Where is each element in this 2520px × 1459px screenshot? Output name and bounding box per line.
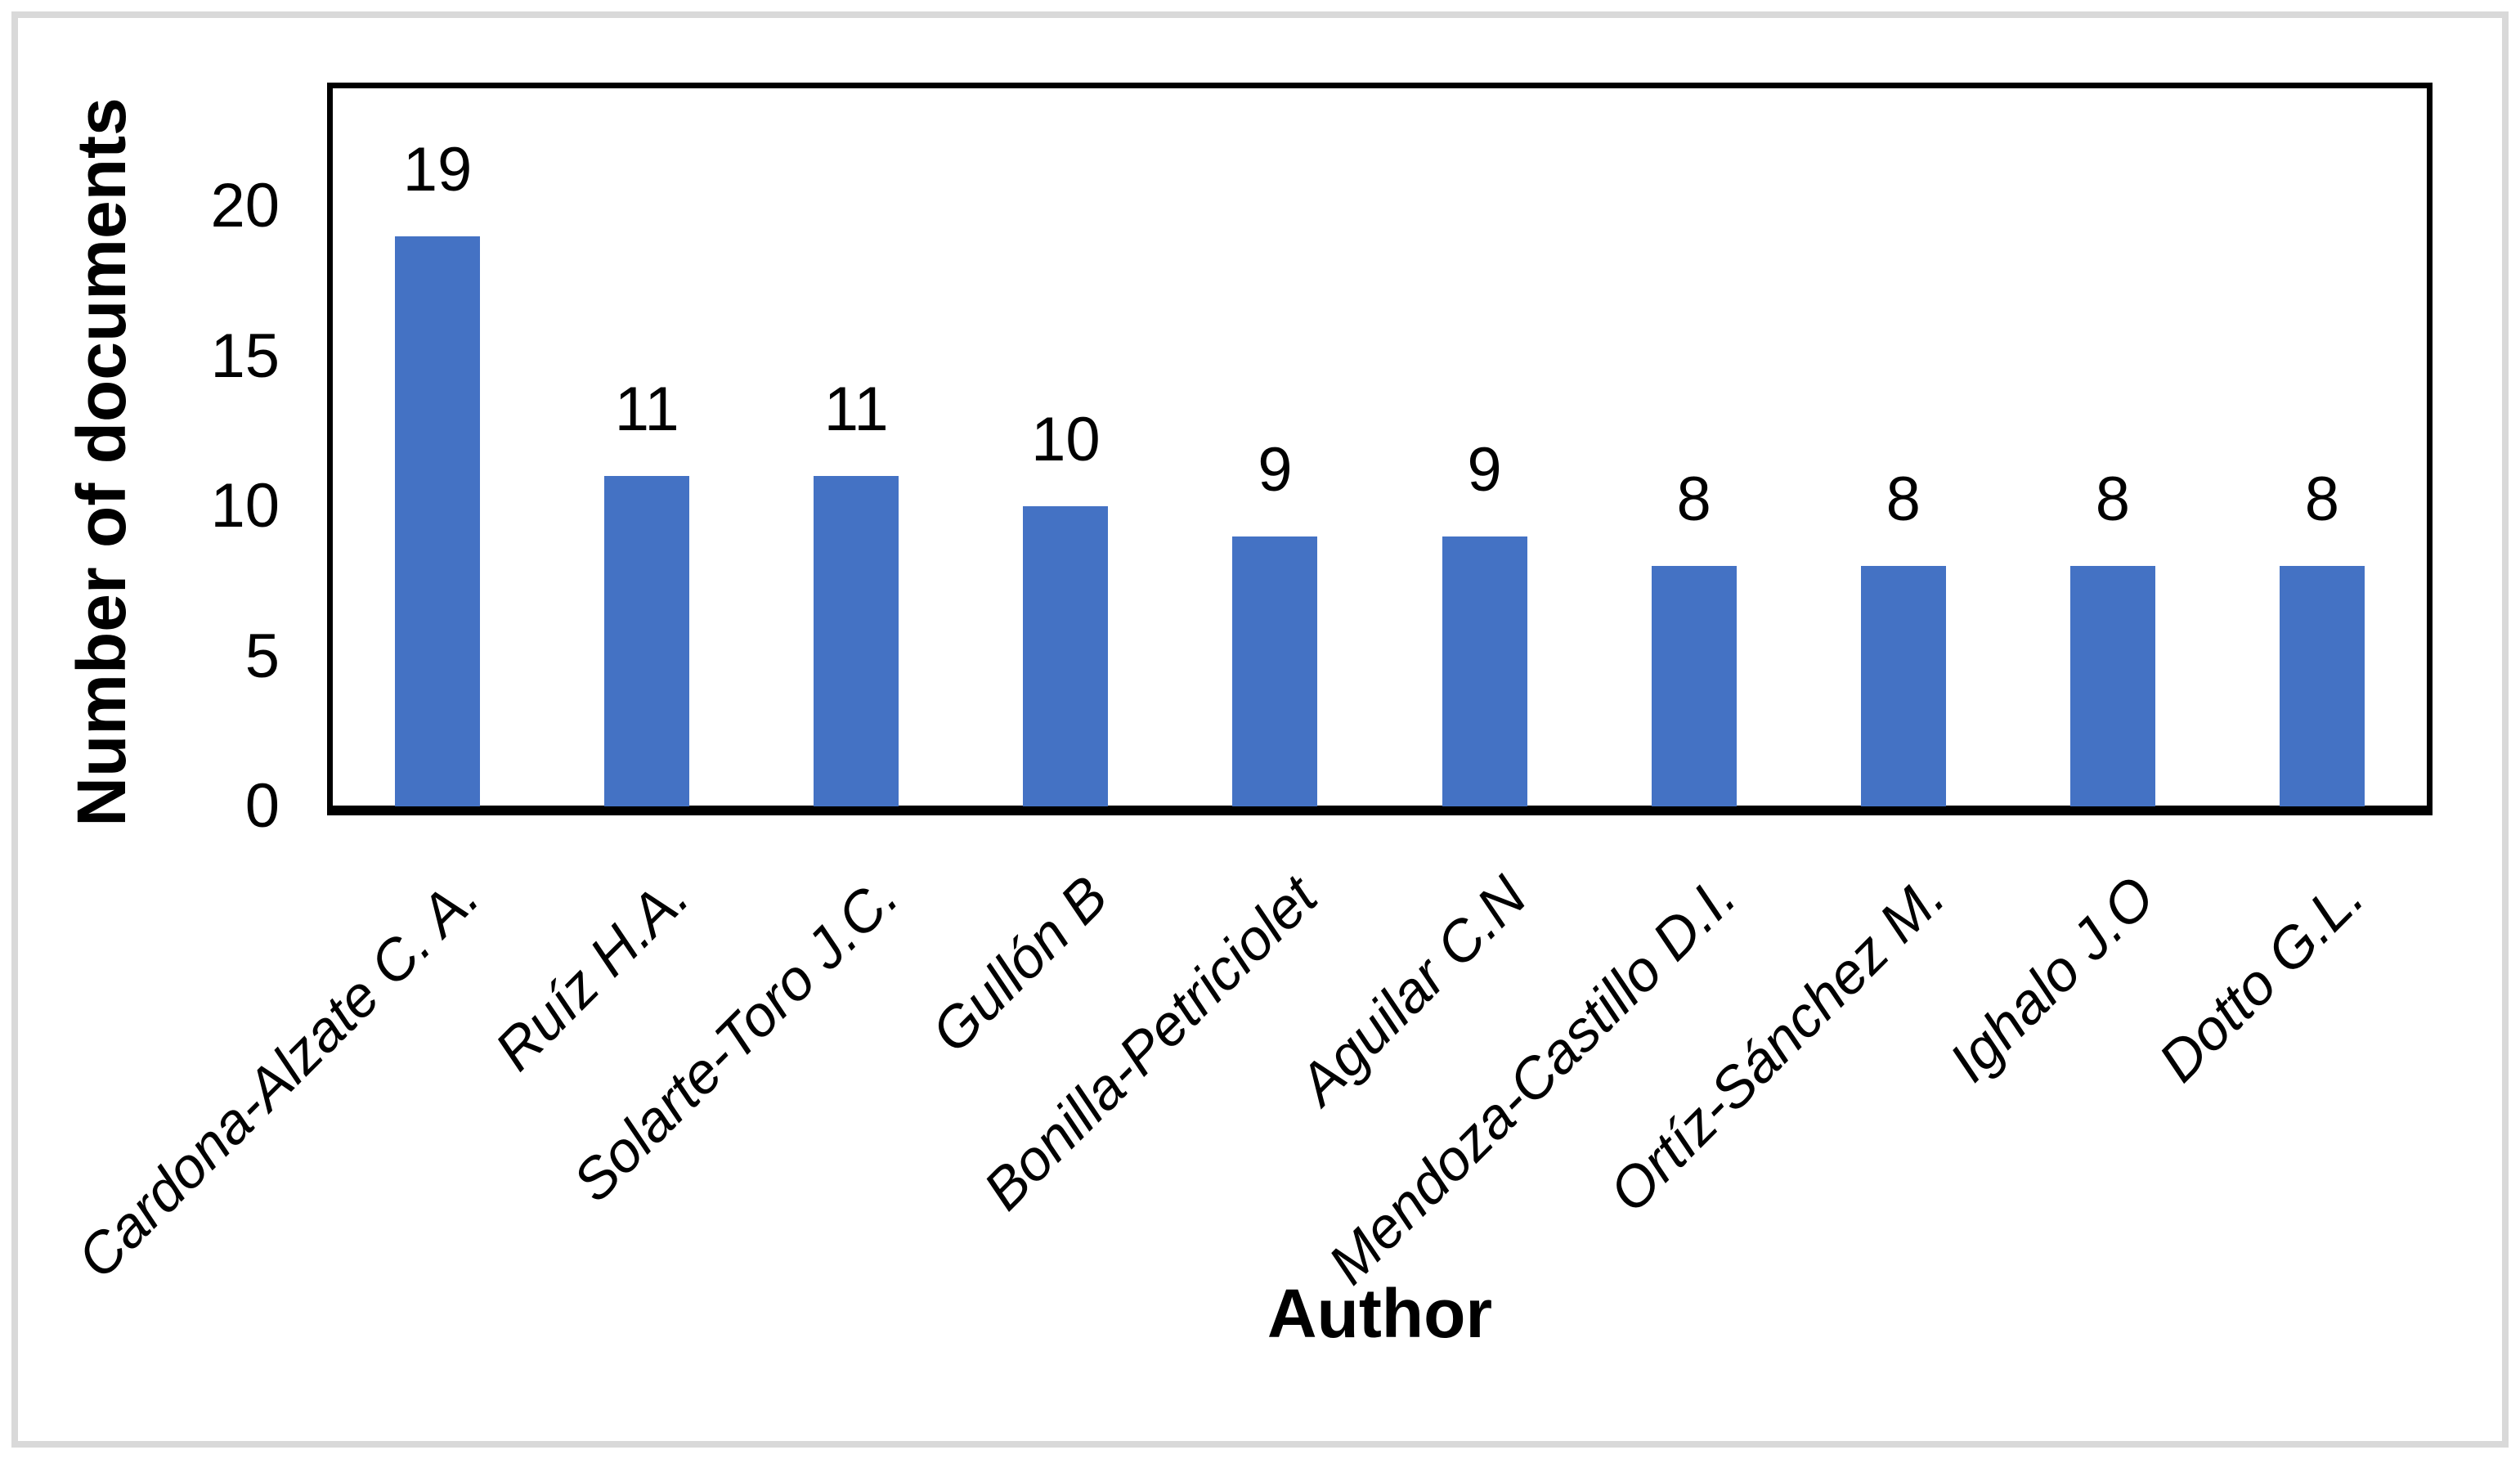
bar-8 — [1860, 566, 1946, 806]
bar-value-label: 11 — [823, 375, 889, 445]
x-category-label: Dotto G.L. — [2146, 864, 2376, 1094]
y-tick-label: 15 — [210, 321, 280, 391]
bar-5 — [1232, 536, 1318, 806]
bar-value-label: 8 — [1676, 465, 1711, 535]
y-tick-label: 5 — [244, 621, 280, 691]
bar-4 — [1023, 506, 1109, 806]
bar-value-label: 9 — [1258, 434, 1293, 505]
bar-9 — [2069, 566, 2155, 806]
bar-value-label: 8 — [2304, 465, 2340, 535]
x-category-label: Cardona-Alzate C. A. — [65, 864, 491, 1291]
bar-value-label: 8 — [1886, 465, 1921, 535]
bar-2 — [604, 476, 690, 806]
x-axis-title: Author — [1267, 1275, 1493, 1352]
y-tick-label: 10 — [210, 471, 280, 541]
bar-3 — [814, 476, 899, 806]
bar-10 — [2279, 566, 2365, 806]
bar-6 — [1442, 536, 1527, 806]
x-category-label: Ruíz H.A. — [482, 864, 701, 1083]
x-category-label: Mendoza-Castillo D.I. — [1316, 864, 1748, 1296]
bar-7 — [1651, 566, 1737, 806]
bar-1 — [395, 236, 481, 806]
x-category-label: Ighalo J.O — [1936, 864, 2167, 1094]
bar-value-label: 10 — [1031, 405, 1101, 474]
bar-value-label: 19 — [402, 134, 473, 204]
bar-value-label: 8 — [2095, 465, 2130, 535]
plot-area-border — [327, 83, 2433, 815]
bar-value-label: 11 — [614, 375, 679, 445]
y-tick-label: 0 — [244, 771, 280, 841]
x-category-label: Gullón B — [919, 864, 1120, 1065]
bar-value-label: 9 — [1467, 434, 1502, 505]
y-tick-label: 20 — [210, 171, 280, 240]
